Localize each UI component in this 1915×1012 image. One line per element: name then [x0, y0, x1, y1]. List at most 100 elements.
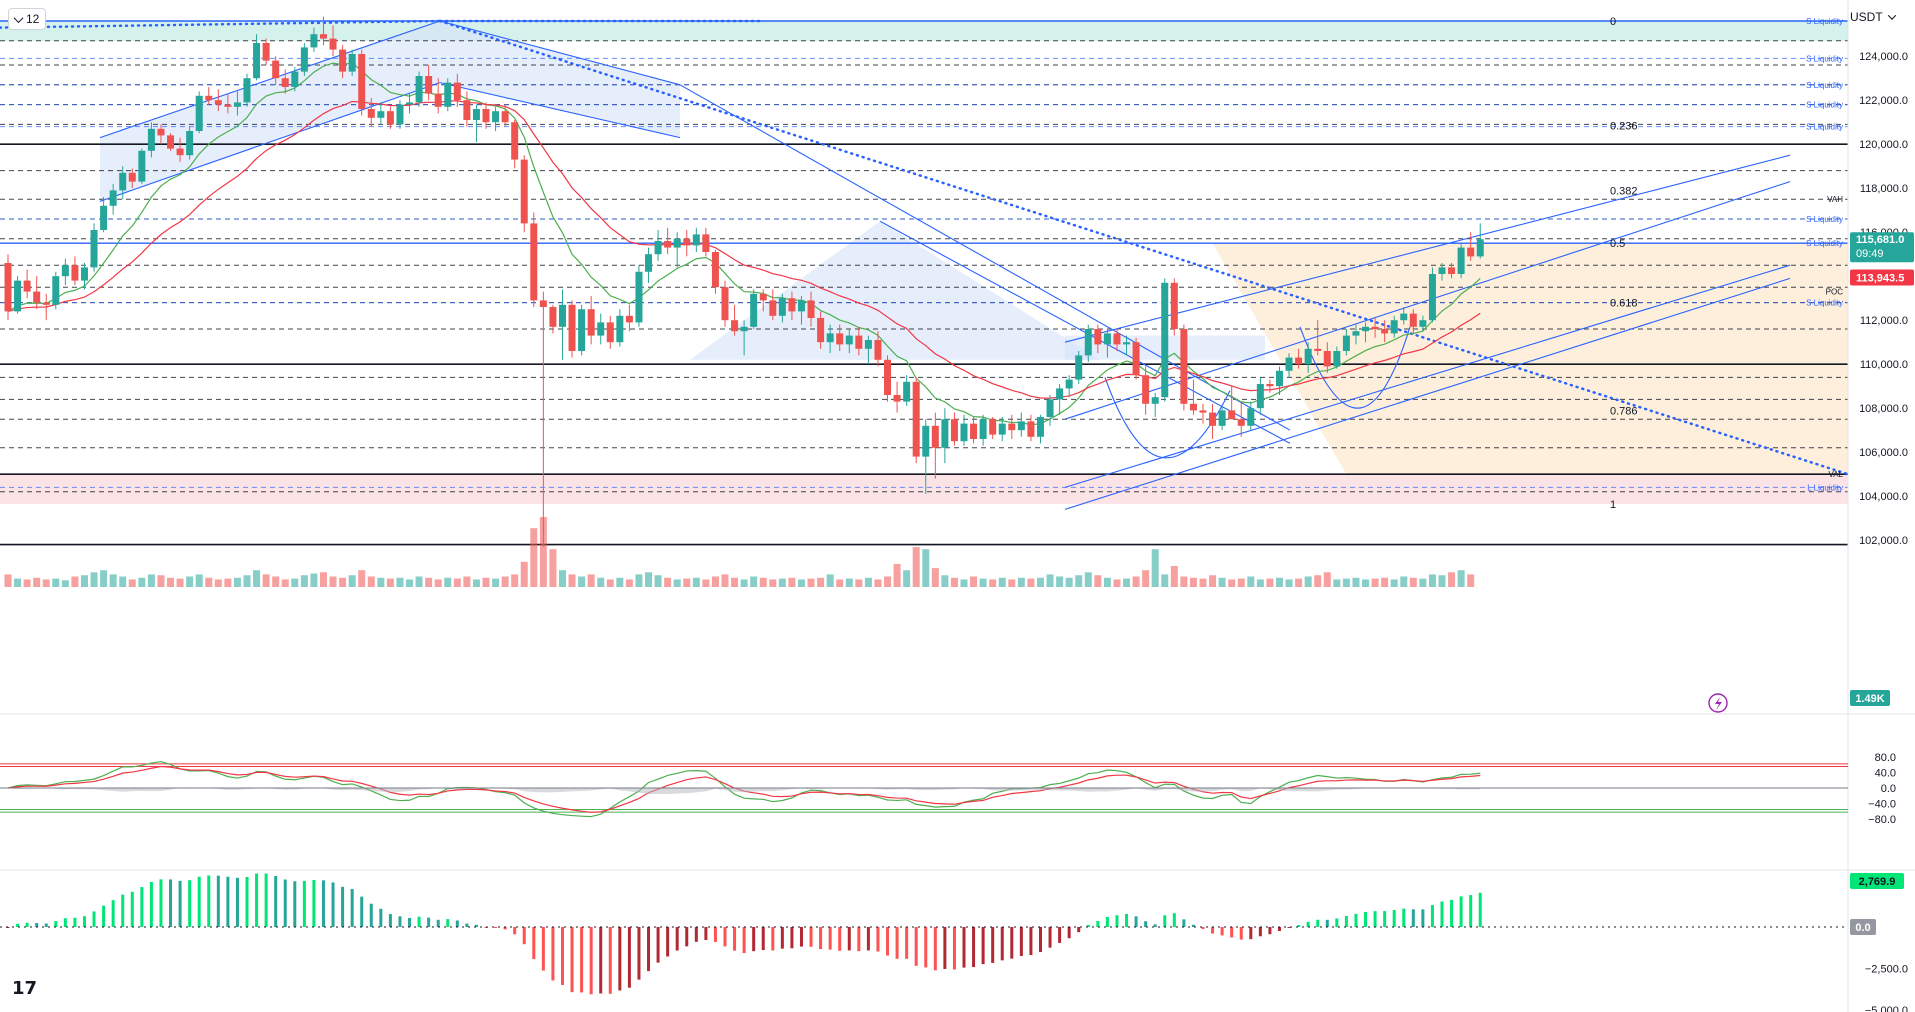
volume-bar: [205, 577, 213, 587]
volume-bar: [1333, 579, 1341, 587]
price-tick-label: 108,000.0: [1859, 403, 1908, 415]
macd-histogram-bar: [1325, 919, 1329, 927]
volume-bar: [415, 576, 423, 587]
macd-histogram-bar: [274, 876, 278, 927]
macd-histogram-bar: [331, 882, 335, 927]
volume-bar: [176, 578, 184, 587]
volume-bar: [826, 574, 834, 587]
candle-body: [109, 190, 117, 206]
macd-histogram-bar: [1144, 921, 1148, 927]
candle-body: [759, 293, 767, 301]
volume-bar: [692, 577, 700, 587]
price-tick-label: 104,000.0: [1859, 491, 1908, 503]
volume-bar: [109, 574, 117, 587]
volume-bar: [1036, 577, 1044, 587]
volume-bar: [224, 578, 232, 587]
currency-selector-button[interactable]: USDT: [1850, 6, 1896, 28]
candle-body: [406, 102, 414, 105]
volume-bar: [511, 574, 519, 587]
macd-histogram-bar: [293, 881, 297, 927]
volume-bar: [1295, 578, 1303, 587]
macd-histogram-bar: [1115, 915, 1119, 927]
macd-histogram-bar: [102, 905, 106, 927]
volume-bar: [587, 574, 595, 587]
macd-histogram-bar: [1134, 916, 1138, 927]
macd-histogram-bar: [1077, 927, 1081, 933]
price-tick-label: 112,000.0: [1860, 315, 1908, 327]
candle-body: [80, 267, 88, 281]
volume-bar: [1123, 578, 1131, 587]
volume-bar: [1103, 577, 1111, 587]
macd-histogram-bar: [1019, 927, 1023, 956]
volume-bar: [501, 576, 509, 587]
candle-body: [1247, 408, 1255, 426]
candle-body: [836, 333, 844, 345]
volume-bar: [482, 577, 490, 587]
candle-body: [1362, 326, 1370, 332]
volume-bar: [549, 549, 557, 587]
macd-histogram-bar: [188, 880, 192, 927]
volume-bar: [253, 570, 261, 587]
candle-body: [310, 34, 318, 48]
candle-body: [1295, 357, 1303, 365]
volume-bar: [520, 561, 528, 587]
candle-body: [1438, 267, 1446, 274]
interval-selector-button[interactable]: 12: [8, 8, 47, 30]
candle-body: [1333, 351, 1341, 367]
macd-histogram-bar: [436, 919, 440, 927]
candle-body: [1285, 357, 1293, 371]
candle-body: [1218, 410, 1226, 426]
candle-body: [1256, 384, 1264, 409]
candle-body: [453, 82, 461, 101]
macd-histogram-bar: [465, 923, 469, 927]
macd-histogram-bar: [618, 927, 622, 991]
macd-histogram-bar: [1450, 899, 1454, 927]
macd-histogram-bar: [149, 881, 153, 927]
macd-histogram-bar: [494, 927, 498, 928]
macd-histogram-bar: [599, 927, 603, 994]
candle-body: [826, 333, 834, 343]
candle-body: [1409, 313, 1417, 327]
lightning-bolt-icon: [1715, 697, 1722, 710]
candle-body: [721, 287, 729, 321]
candle-body: [1228, 410, 1236, 420]
macd-histogram-bar: [341, 886, 345, 927]
oscillator-histogram-area: [8, 788, 1481, 795]
volume-bar: [1342, 578, 1350, 587]
macd-histogram-bar: [1191, 924, 1195, 927]
candle-body: [884, 359, 892, 395]
candle-body: [797, 300, 805, 312]
candle-body: [1065, 379, 1073, 389]
volume-bar: [759, 577, 767, 587]
trend-line: [99, 82, 441, 202]
macd-histogram-bar: [503, 927, 507, 930]
fib-level-label: 0.236: [1610, 121, 1638, 133]
candle-body: [912, 381, 920, 457]
macd-histogram-bar: [226, 876, 230, 927]
macd-histogram-bar: [16, 923, 20, 927]
volume-bar: [52, 578, 60, 587]
candle-body: [291, 71, 299, 87]
macd-histogram-bar: [780, 927, 784, 949]
volume-bar: [1438, 575, 1446, 587]
macd-histogram-bar: [360, 896, 364, 927]
candle-body: [893, 395, 901, 402]
candle-body: [654, 241, 662, 255]
candle-body: [386, 111, 394, 125]
trend-line: [1064, 277, 1791, 510]
macd-histogram-bar: [130, 891, 134, 927]
candle-body: [358, 54, 366, 109]
candle-body: [530, 223, 538, 301]
liquidity-label: S Liquidity: [1806, 101, 1843, 110]
candle-body: [597, 322, 605, 336]
candle-body: [1209, 412, 1217, 426]
volume-bar: [1151, 549, 1159, 587]
volume-bar: [195, 574, 203, 587]
macd-histogram-bar: [264, 873, 268, 927]
candle-body: [740, 326, 748, 332]
liquidity-label: L Liquidity: [1807, 483, 1843, 492]
macd-histogram-bar: [197, 876, 201, 927]
macd-histogram-bar: [704, 927, 708, 940]
